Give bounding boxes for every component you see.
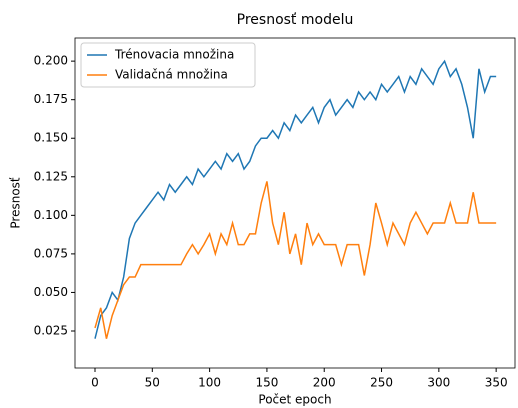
y-tick-label: 0.200 [34, 54, 68, 68]
y-tick-label: 0.025 [34, 323, 68, 337]
x-tick-label: 50 [145, 376, 160, 390]
x-tick-label: 100 [198, 376, 221, 390]
chart-title: Presnosť modelu [237, 12, 354, 28]
y-tick-label: 0.150 [34, 131, 68, 145]
y-tick-label: 0.050 [34, 285, 68, 299]
legend-label: Trénovacia množina [114, 48, 234, 62]
y-tick-label: 0.175 [34, 92, 68, 106]
x-tick-label: 200 [313, 376, 336, 390]
x-tick-label: 0 [91, 376, 99, 390]
series-line [94, 59, 497, 339]
axes-frame [74, 37, 516, 369]
y-tick-label: 0.100 [34, 208, 68, 222]
y-tick-label: 0.075 [34, 246, 68, 260]
x-tick-label: 250 [370, 376, 393, 390]
x-tick-label: 150 [255, 376, 278, 390]
x-tick-label: 300 [427, 376, 450, 390]
x-tick-label: 350 [485, 376, 508, 390]
legend-box [80, 42, 256, 88]
legend-label: Validačná množina [115, 68, 228, 82]
series-line [94, 181, 497, 339]
y-axis-label: Presnosť [9, 177, 23, 229]
y-tick-label: 0.125 [34, 169, 68, 183]
x-axis-label: Počet epoch [258, 393, 331, 407]
